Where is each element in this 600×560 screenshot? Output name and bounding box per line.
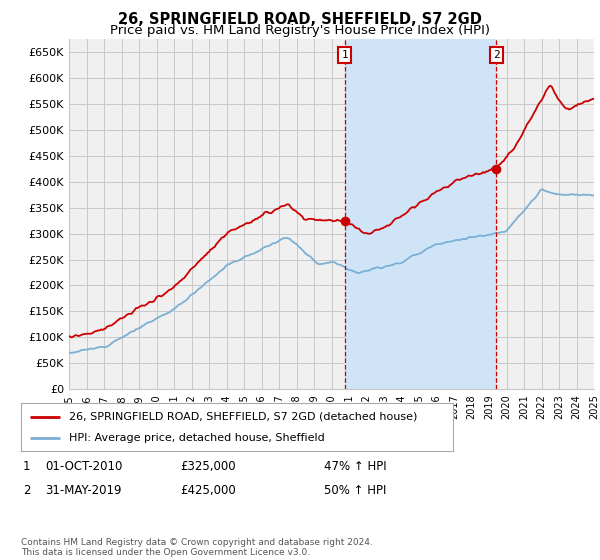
- Text: £425,000: £425,000: [180, 484, 236, 497]
- Text: 47% ↑ HPI: 47% ↑ HPI: [324, 460, 386, 473]
- Text: £325,000: £325,000: [180, 460, 236, 473]
- Text: Contains HM Land Registry data © Crown copyright and database right 2024.
This d: Contains HM Land Registry data © Crown c…: [21, 538, 373, 557]
- Text: 2: 2: [493, 50, 500, 60]
- Text: 50% ↑ HPI: 50% ↑ HPI: [324, 484, 386, 497]
- Text: 01-OCT-2010: 01-OCT-2010: [45, 460, 122, 473]
- Text: 26, SPRINGFIELD ROAD, SHEFFIELD, S7 2GD (detached house): 26, SPRINGFIELD ROAD, SHEFFIELD, S7 2GD …: [68, 412, 417, 422]
- Text: 31-MAY-2019: 31-MAY-2019: [45, 484, 121, 497]
- Text: 1: 1: [341, 50, 348, 60]
- Text: 2: 2: [23, 484, 30, 497]
- Text: Price paid vs. HM Land Registry's House Price Index (HPI): Price paid vs. HM Land Registry's House …: [110, 24, 490, 36]
- Text: 1: 1: [23, 460, 30, 473]
- Text: 26, SPRINGFIELD ROAD, SHEFFIELD, S7 2GD: 26, SPRINGFIELD ROAD, SHEFFIELD, S7 2GD: [118, 12, 482, 27]
- Text: HPI: Average price, detached house, Sheffield: HPI: Average price, detached house, Shef…: [68, 433, 324, 444]
- Bar: [344, 39, 496, 389]
